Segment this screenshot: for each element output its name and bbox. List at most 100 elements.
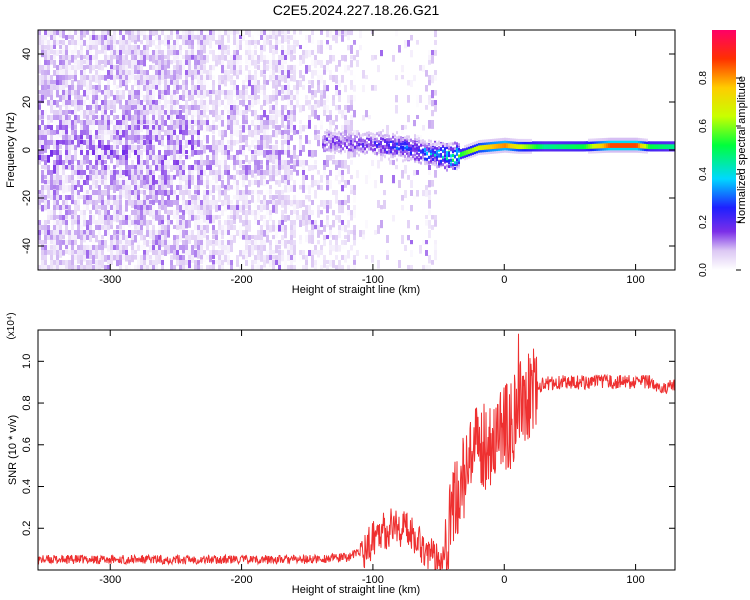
spectrogram-cell (314, 265, 317, 270)
spectrogram-cell (272, 110, 275, 115)
spectrogram-cell (290, 50, 293, 55)
spectrogram-cell (314, 70, 317, 76)
spectrogram-cell (68, 230, 71, 237)
spectrogram-ridge-cell (474, 148, 476, 152)
spectrogram-cell (53, 200, 56, 208)
spectrogram-cell (188, 90, 191, 96)
spectrogram-cell (116, 70, 119, 77)
spectrogram-cell (104, 225, 107, 233)
spectrogram-cell (200, 120, 203, 128)
spectrogram-cell (431, 100, 434, 107)
spectrogram-cell (140, 165, 143, 174)
spectrogram-cell (176, 35, 179, 40)
spectrogram-cell (182, 125, 185, 132)
spectrogram-ridge-cell (442, 149, 444, 153)
spectrogram-ridge-cell (510, 150, 512, 154)
spectrogram-cell (53, 260, 56, 265)
spectrogram-cell (107, 165, 110, 170)
spectrogram-cell (191, 110, 194, 118)
spectrogram-cell (146, 200, 149, 209)
spectrogram-ridge-cell (330, 131, 332, 135)
spectrogram-cell (392, 50, 395, 59)
spectrogram-cell (83, 55, 86, 60)
spectrogram-cell (323, 65, 326, 73)
spectrogram-ridge-cell (346, 144, 348, 148)
spectrogram-cell (104, 105, 107, 112)
spectrogram-cell (227, 260, 230, 265)
spectrogram-cell (92, 35, 95, 42)
spectrogram-cell (194, 150, 197, 156)
spectrogram-cell (305, 215, 308, 221)
spectrogram-cell (236, 110, 239, 115)
spectrogram-cells (38, 30, 675, 270)
spectrogram-cell (182, 255, 185, 263)
spectrogram-cell (44, 145, 47, 153)
spectrogram-cell (308, 140, 311, 145)
spectrogram-cell (80, 100, 83, 109)
spectrogram-ridge-cell (534, 146, 536, 150)
spectrogram-cell (200, 35, 203, 43)
spectrogram-cell (98, 220, 101, 226)
spectrogram-ridge-cell (542, 148, 544, 152)
spectrogram-cell (227, 175, 230, 184)
spectrogram-cell (134, 55, 137, 63)
spectrogram-cell (56, 85, 59, 92)
spectrogram-cell (287, 30, 290, 35)
spectrogram-ridge-cell (610, 144, 612, 148)
spectrogram-cell (209, 250, 212, 256)
spectrogram-cell (314, 160, 317, 165)
spectrogram-cell (254, 70, 257, 75)
spectrogram-cell (188, 235, 191, 244)
spectrogram-cell (77, 140, 80, 148)
spectrogram-cell (107, 175, 110, 182)
spectrogram-cell (281, 135, 284, 140)
spectrogram-cell (206, 195, 209, 203)
spectrogram-cell (188, 165, 191, 173)
spectrogram-cell (203, 35, 206, 40)
spectrogram-ridge-cell (574, 143, 576, 147)
spectrogram-cell (260, 50, 263, 58)
spectrogram-cell (185, 180, 188, 187)
spectrogram-cell (128, 195, 131, 202)
spectrogram-cell (113, 240, 116, 246)
spectrogram-ridge-cell (372, 140, 374, 144)
spectrogram-cell (227, 90, 230, 99)
spectrogram-cell (128, 115, 131, 121)
spectrogram-cell (257, 140, 260, 147)
spectrogram-cell (371, 255, 374, 263)
spectrogram-ridge-cell (362, 133, 364, 137)
spectrogram-cell (119, 235, 122, 240)
spectrogram-cell (266, 235, 269, 243)
spectrogram-cell (170, 180, 173, 186)
spectrogram-ridge-cell (400, 142, 402, 146)
spectrogram-cell (260, 180, 263, 186)
spectrogram-cell (182, 60, 185, 68)
spectrogram-cell (95, 135, 98, 140)
spectrogram-cell (212, 100, 215, 107)
spectrogram-cell (272, 95, 275, 102)
spectrogram-cell (329, 30, 332, 39)
spectrogram-cell (176, 220, 179, 227)
spectrogram-cell (434, 30, 437, 38)
spectrogram-cell (296, 220, 299, 228)
spectrogram-ridge-cell (402, 148, 404, 152)
spectrogram-cell (269, 200, 272, 205)
spectrogram-cell (77, 190, 80, 199)
spectrogram-ridge-cell (554, 141, 556, 145)
spectrogram-cell (278, 155, 281, 162)
spectrogram-cell (146, 260, 149, 266)
spectrogram-cell (185, 125, 188, 133)
spectrogram-ridge-cell (372, 132, 374, 136)
spectrogram-cell (200, 255, 203, 260)
spectrogram-cell (266, 35, 269, 41)
spectrogram-cell (155, 120, 158, 129)
spectrogram-cell (353, 265, 356, 270)
spectrogram-cell (242, 120, 245, 125)
spectrogram-cell (47, 245, 50, 252)
spectrogram-cell (71, 220, 74, 226)
spectrogram-cell (254, 150, 257, 155)
spectrogram-ridge-cell (566, 148, 568, 152)
spectrogram-cell (137, 35, 140, 42)
spectrogram-cell (53, 125, 56, 130)
spectrogram-cell (332, 120, 335, 126)
